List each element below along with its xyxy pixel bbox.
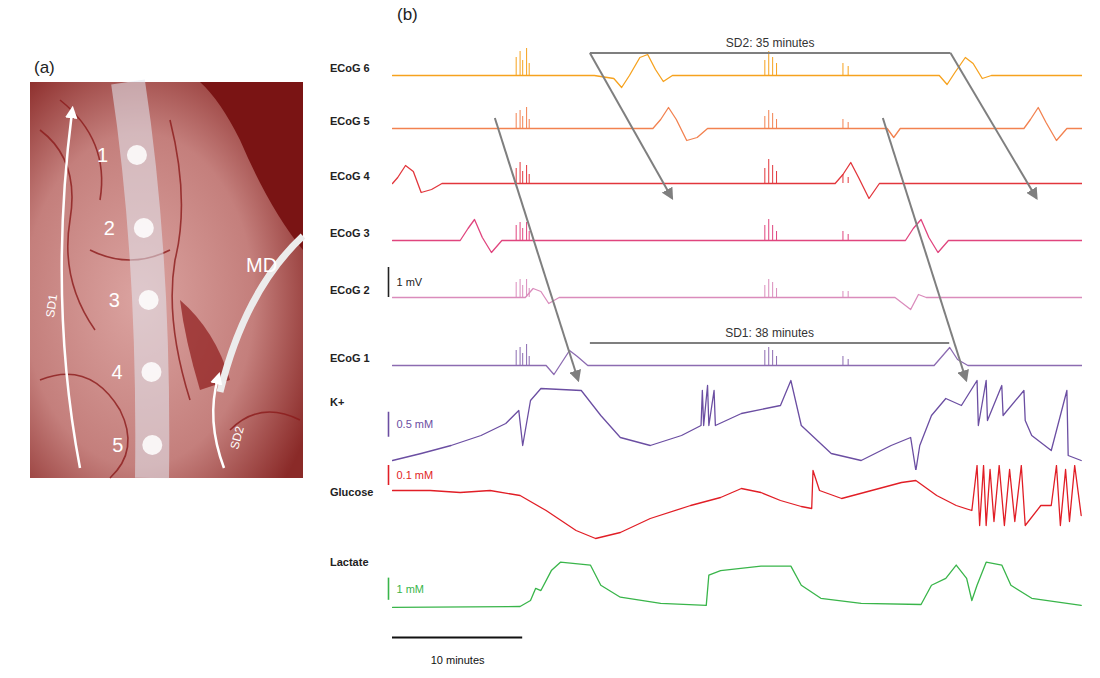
svg-text:SD2: 35 minutes: SD2: 35 minutes xyxy=(726,36,815,50)
svg-text:5: 5 xyxy=(112,434,123,456)
html-text:ECoG 3: ECoG 3 xyxy=(330,227,370,239)
html-text:ECoG 5: ECoG 5 xyxy=(330,115,370,127)
html-text:K+: K+ xyxy=(330,396,345,408)
html-text:Lactate: Lactate xyxy=(330,556,369,568)
html-text:ECoG 2: ECoG 2 xyxy=(330,284,370,296)
html-text:ECoG 6: ECoG 6 xyxy=(330,62,370,74)
svg-text:1: 1 xyxy=(97,144,108,166)
html-text:Glucose: Glucose xyxy=(330,486,374,498)
svg-text:1 mM: 1 mM xyxy=(397,583,425,595)
html-text:(b): (b) xyxy=(397,5,418,24)
html-text:ECoG 4: ECoG 4 xyxy=(330,170,370,182)
svg-text:2: 2 xyxy=(104,217,115,239)
html-text:(a): (a) xyxy=(34,58,55,77)
svg-text:SD1: SD1 xyxy=(43,293,60,318)
svg-text:0.1 mM: 0.1 mM xyxy=(397,469,434,481)
svg-text:3: 3 xyxy=(109,289,120,311)
svg-text:MD: MD xyxy=(246,254,277,276)
svg-text:0.5 mM: 0.5 mM xyxy=(397,418,434,430)
svg-text:1 mV: 1 mV xyxy=(397,276,423,288)
svg-text:SD2: SD2 xyxy=(227,424,247,450)
svg-text:4: 4 xyxy=(111,361,122,383)
svg-text:10 minutes: 10 minutes xyxy=(431,654,485,666)
svg-text:SD1: 38 minutes: SD1: 38 minutes xyxy=(725,326,814,340)
html-text:ECoG 1: ECoG 1 xyxy=(330,352,370,364)
